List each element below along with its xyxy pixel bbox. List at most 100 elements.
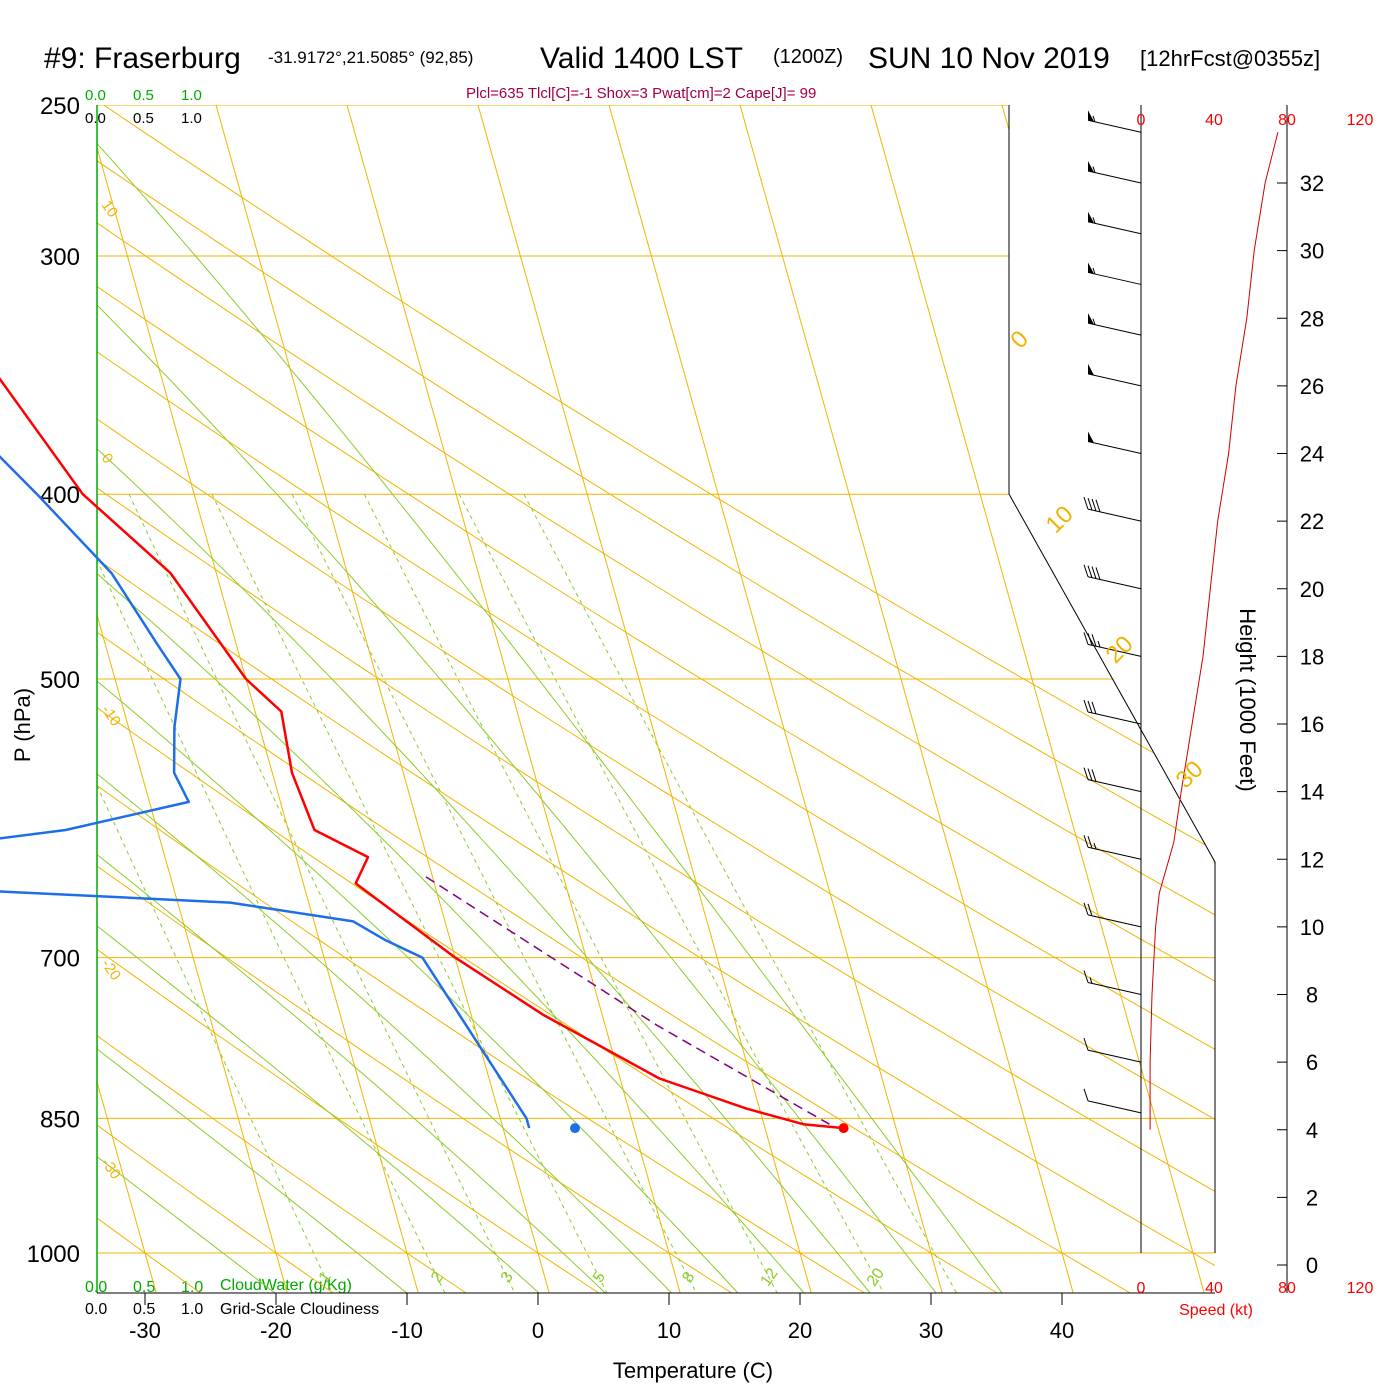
valid-time: Valid 1400 LST [540,42,743,75]
wind-barb-feather [1087,497,1093,511]
wind-barb-staff [1087,779,1142,793]
wind-barb-feather [1091,634,1097,647]
cloud-bottom-black-2: 1.0 [181,1301,203,1318]
series-parcel [425,876,830,1125]
height-tick-label: 22 [1300,509,1324,534]
wind-barb [1083,835,1142,860]
wind-barb [1083,496,1142,522]
wind-barb [1087,161,1142,184]
pressure-tick-label: 250 [40,93,80,120]
isotherm [608,105,943,1293]
mixing-ratio-line [363,493,783,1293]
moist-adiabat-lines [97,105,1012,1293]
wind-barb-feather [1087,768,1093,781]
wind-barb-staff [1087,982,1142,995]
wind-barb-feather [1091,566,1097,579]
dry-adiabat [97,105,346,1293]
dry-adiabat [97,105,879,1293]
speed-tick-label: 40 [1205,1280,1223,1297]
x-tick-label: -10 [391,1318,423,1343]
isotherm-label: -30 [98,1155,124,1183]
isotherm [97,105,419,1293]
speed-tick-label: 40 [1205,112,1223,129]
wind-barb-feather [1083,699,1089,713]
wind-barb [1087,313,1142,336]
isotherm [1001,105,1215,1293]
x-tick-label: -20 [260,1318,292,1343]
wind-barb-feather [1087,565,1093,578]
mixing-ratio-line [291,493,702,1293]
wind-barb-staff [1087,576,1142,590]
cloud-scale-bottom: 0.0 0.5 1.0 CloudWater (g/Kg) 0.0 0.5 1.… [85,1277,379,1318]
wind-barb-feather [1087,903,1093,916]
height-tick-label: 26 [1300,374,1324,399]
wind-barb-half [1097,640,1101,648]
mixing-ratio-lines [97,493,962,1293]
wind-barb [1083,699,1142,725]
isotherm [739,105,1074,1293]
wind-barb-flag [1088,363,1094,376]
wind-barb [1083,1088,1142,1114]
wind-barb-feather [1083,496,1089,510]
dry-adiabat [97,105,1215,1293]
isotherm [346,105,681,1293]
wind-barb-feather [1083,902,1089,916]
moist-adiabat [97,105,1012,1293]
mixing-ratio-label: 12 [757,1265,781,1289]
height-tick-label: 6 [1306,1050,1318,1075]
series-dewpoint [0,455,531,1129]
dry-adiabat [97,105,1145,1293]
mixing-ratio-label: 3 [498,1269,517,1286]
wind-barb [1087,211,1142,235]
wind-barb-staff [1087,643,1142,657]
wind-barb-staff [1087,170,1142,184]
speed-tick-label: 0 [1137,112,1146,129]
x-tick-label: -30 [129,1318,161,1343]
wind-barb-staff [1087,271,1142,285]
cloud-top-green-0: 0.0 [85,87,106,104]
wind-barb-staff [1087,322,1142,336]
pressure-tick-label: 1000 [27,1241,80,1268]
cloudwater-label: CloudWater (g/Kg) [220,1277,352,1294]
height-tick-label: 16 [1300,712,1324,737]
cloud-bottom-black-0: 0.0 [85,1301,107,1318]
height-tick-label: 12 [1300,847,1324,872]
speed-tick-label: 120 [1347,1280,1374,1297]
isotherm [477,105,812,1293]
wind-barb-half [1092,217,1096,224]
height-tick-label: 0 [1306,1253,1318,1278]
wind-barb-flag [1088,211,1094,224]
surface-dewpoint-point [570,1123,580,1134]
mixing-ratio-line [211,493,612,1293]
stability-indices: Plcl=635 Tlcl[C]=-1 Shox=3 Pwat[cm]=2 Ca… [466,85,816,102]
wind-barb-feather [1095,567,1101,580]
dry-adiabat [97,105,1215,1293]
surface-temperature-point [838,1123,849,1134]
dry-adiabat-label: 30 [1171,756,1209,794]
pressure-tick-label: 850 [40,1106,80,1133]
mixing-ratio-line [523,493,962,1293]
wind-barb-flag [1088,431,1094,443]
utc-time: (1200Z) [773,46,843,68]
isotherm [97,105,157,1293]
x-tick-label: 40 [1050,1318,1074,1343]
moist-adiabat [97,105,553,1293]
mixing-ratio-label: 5 [590,1269,609,1286]
wind-speed-line [1149,132,1279,1130]
height-tick-label: 8 [1306,983,1318,1008]
series-temperature [0,377,844,1130]
cloud-top-green-2: 1.0 [181,87,202,104]
mixing-ratio-label: 8 [679,1269,698,1286]
wind-barb-flag [1088,161,1094,173]
wind-barb-feather [1087,700,1093,714]
isotherm-lines [97,105,1215,1293]
wind-barb-feather [1091,498,1097,512]
wind-barb-staff [1087,914,1142,928]
height-tick-label: 10 [1300,915,1324,940]
plot-right-boundary [1008,105,1216,1253]
dry-adiabat [97,105,1215,1293]
dry-adiabat-label: 20 [1101,631,1139,669]
cloudiness-label: Grid-Scale Cloudiness [220,1301,379,1318]
